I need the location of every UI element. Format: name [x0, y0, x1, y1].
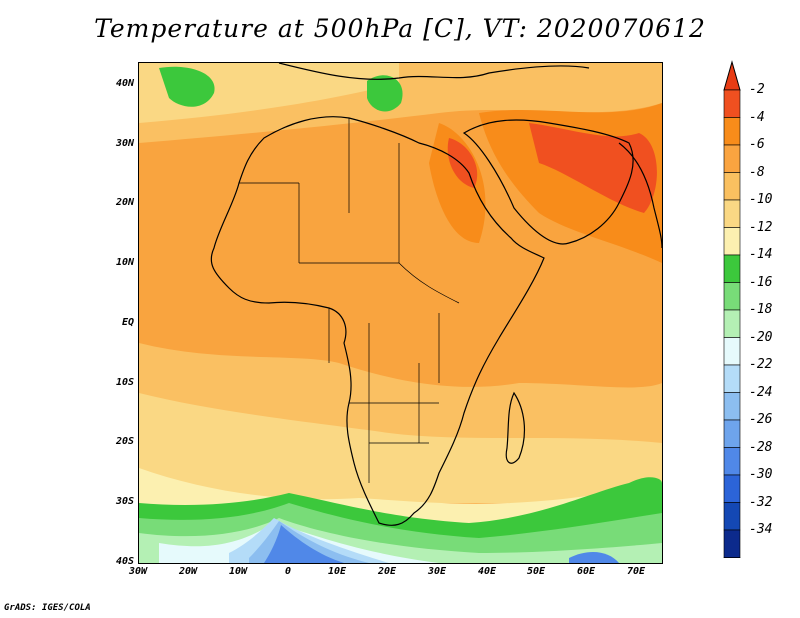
- lat-label-20n: 20N: [115, 197, 134, 208]
- colorbar-label: -28: [749, 439, 773, 455]
- colorbar-swatch: [723, 364, 741, 393]
- colorbar-swatch: [723, 557, 741, 558]
- lon-label-20w: 20W: [178, 566, 198, 577]
- colorbar-label: -8: [749, 164, 765, 180]
- lat-label-10s: 10S: [115, 377, 134, 388]
- colorbar-label: -20: [749, 329, 773, 345]
- cold-pocket-atlantic: [159, 66, 215, 107]
- arabia-coastline: [462, 119, 634, 245]
- coastlines: [210, 63, 662, 526]
- colorbar-swatch: [723, 529, 741, 558]
- lon-label-60e: 60E: [576, 566, 596, 577]
- mediterranean-coastline: [278, 63, 590, 80]
- colorbar-label: -10: [749, 192, 773, 207]
- colorbar: [723, 60, 741, 558]
- plot-title: Temperature at 500hPa [C], VT: 202007061…: [94, 14, 706, 43]
- lat-label-40n: 40N: [115, 78, 134, 89]
- colorbar-swatch: [723, 502, 741, 531]
- lon-label-10e: 10E: [327, 566, 347, 577]
- lat-label-10n: 10N: [115, 257, 134, 268]
- lon-label-70e: 70E: [626, 566, 646, 577]
- cold-pocket-mediterranean: [367, 75, 403, 112]
- colorbar-swatch: [723, 144, 741, 173]
- lat-label-30n: 30N: [115, 138, 134, 149]
- colorbar-label: -30: [749, 467, 773, 482]
- lon-label-20e: 20E: [377, 566, 397, 577]
- lon-label-50e: 50E: [526, 566, 546, 577]
- lat-label-40s: 40S: [115, 556, 134, 567]
- warm-zone-red-sea: [429, 123, 486, 243]
- india-coastline: [618, 142, 662, 249]
- lon-label-30e: 30E: [427, 566, 447, 577]
- colorbar-swatch: [723, 474, 741, 503]
- colorbar-swatch: [723, 419, 741, 448]
- colorbar-label: -18: [749, 302, 773, 317]
- colorbar-label: -26: [749, 412, 773, 427]
- lat-label-eq: EQ: [121, 317, 134, 328]
- colorbar-label: -24: [749, 384, 773, 400]
- cold-core-south: [264, 525, 344, 563]
- colorbar-swatch: [723, 282, 741, 311]
- colorbar-swatch: [723, 89, 741, 118]
- lat-label-30s: 30S: [115, 496, 134, 507]
- colorbar-swatch: [723, 337, 741, 366]
- lon-label-30w: 30W: [128, 566, 148, 577]
- colorbar-over-triangle: [723, 60, 741, 91]
- colorbar-swatch: [723, 254, 741, 283]
- colorbar-swatch: [723, 447, 741, 476]
- colorbar-swatch: [723, 199, 741, 228]
- colorbar-label: -34: [749, 522, 773, 537]
- lon-label-40e: 40E: [477, 566, 497, 577]
- temperature-field-map: [139, 63, 662, 563]
- colorbar-swatch: [723, 172, 741, 201]
- colorbar-swatch: [723, 117, 741, 146]
- colorbar-swatch: [723, 227, 741, 256]
- colorbar-label: -4: [749, 109, 765, 125]
- lat-label-20s: 20S: [115, 436, 134, 447]
- africa-coastline: [210, 116, 545, 526]
- colorbar-label: -16: [749, 274, 773, 290]
- colorbar-swatch: [723, 392, 741, 421]
- colorbar-label: -14: [749, 247, 773, 262]
- colorbar-label: -32: [749, 494, 773, 510]
- madagascar-coastline: [505, 391, 525, 464]
- lon-label-10w: 10W: [228, 566, 248, 577]
- colorbar-label: -2: [749, 82, 765, 97]
- country-borders: [239, 118, 460, 483]
- lon-label-0: 0: [284, 566, 292, 577]
- cold-core-southeast: [569, 551, 619, 563]
- colorbar-label: -22: [749, 357, 773, 372]
- south-cool-band: [139, 393, 662, 503]
- colorbar-swatch: [723, 309, 741, 338]
- map-panel: [138, 62, 663, 564]
- colorbar-label: -12: [749, 219, 773, 235]
- colorbar-label: -6: [749, 137, 765, 152]
- credit-text: GrADS: IGES/COLA: [4, 603, 91, 613]
